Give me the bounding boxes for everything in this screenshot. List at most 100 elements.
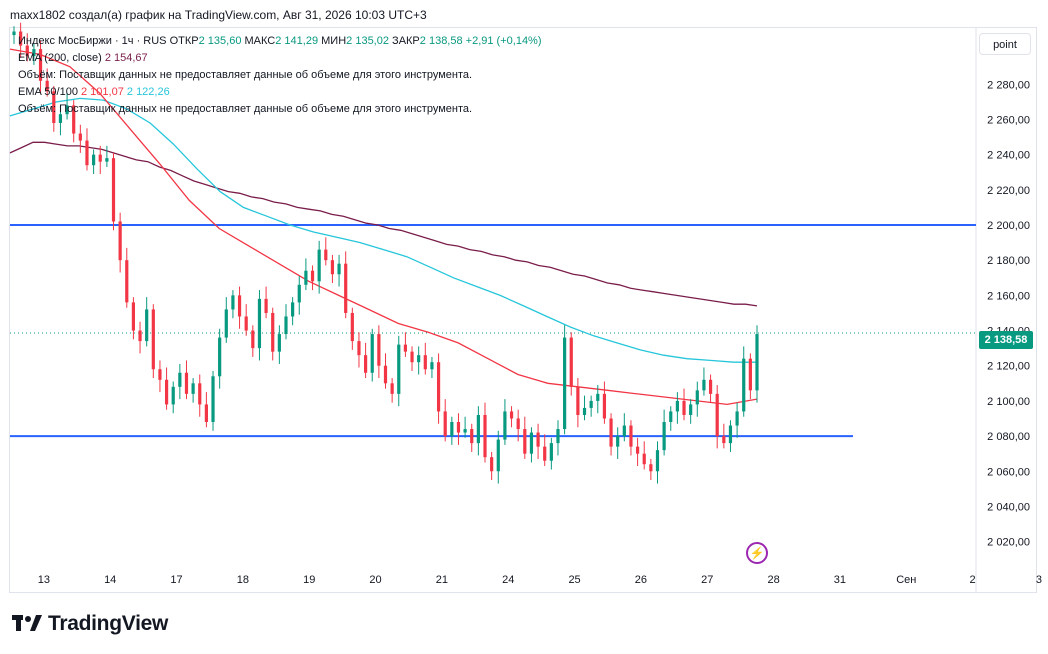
- x-tick-label: 14: [104, 574, 116, 586]
- y-tick-label: 2 080,00: [987, 431, 1030, 443]
- candle-body: [337, 263, 341, 275]
- candle-body: [19, 31, 23, 46]
- candle-body: [297, 284, 301, 303]
- candle-body: [496, 439, 500, 472]
- candle-body: [310, 270, 315, 282]
- candle-body: [735, 411, 739, 426]
- candle-body: [430, 362, 434, 370]
- candle-body: [563, 337, 567, 430]
- legend-ema100-value: 2 122,26: [126, 86, 170, 98]
- candle-body: [131, 302, 136, 331]
- candle-body: [576, 386, 580, 415]
- x-tick-label: 20: [369, 574, 381, 586]
- candle-body: [536, 432, 540, 447]
- legend-volume-note-2: Объём: Поставщик данных не предоставляет…: [18, 103, 473, 115]
- y-tick-label: 2 160,00: [987, 290, 1030, 302]
- candle-body: [629, 425, 633, 447]
- scale-mode-button[interactable]: point: [979, 33, 1031, 55]
- candle-body: [92, 154, 96, 166]
- candle-body: [689, 404, 693, 415]
- candle-body: [490, 457, 494, 472]
- candle-body: [25, 45, 29, 57]
- candle-body: [257, 298, 262, 349]
- x-tick-label: 31: [834, 574, 846, 586]
- legend-ema200-row[interactable]: EMA (200, close) 2 154,67: [18, 52, 148, 64]
- x-tick-label: 25: [568, 574, 580, 586]
- legend-ohlc-row: Индекс МосБиржи · 1ч · RUS ОТКР2 135,60 …: [18, 35, 542, 47]
- y-tick-label: 2 220,00: [987, 185, 1030, 197]
- ema50-line: [9, 48, 758, 406]
- candle-body: [164, 379, 169, 405]
- tradingview-logo-icon: [12, 615, 42, 631]
- y-tick-label: 2 280,00: [987, 79, 1030, 91]
- candle-body: [596, 393, 600, 401]
- candle-body: [178, 372, 182, 387]
- candle-body: [397, 344, 401, 394]
- candle-body: [237, 295, 242, 317]
- legend-volume-note: Объём: Поставщик данных не предоставляет…: [18, 69, 473, 81]
- legend-ema-pair-row[interactable]: EMA 50/100 2 101,07 2 122,26: [18, 86, 170, 98]
- candle-body: [244, 316, 248, 331]
- x-tick-label: 17: [170, 574, 182, 586]
- candle-body: [58, 114, 63, 123]
- candle-body: [224, 309, 228, 338]
- candle-body: [52, 91, 56, 123]
- candle-body: [231, 295, 235, 310]
- candle-body: [582, 407, 587, 415]
- x-tick-label: 18: [237, 574, 249, 586]
- candle-body: [390, 383, 394, 394]
- candle-body: [125, 260, 129, 303]
- candle-body: [264, 298, 268, 313]
- candle-body: [118, 221, 122, 261]
- candle-body: [65, 105, 69, 115]
- candle-body: [218, 337, 222, 377]
- candle-body: [682, 400, 686, 415]
- candle-body: [470, 429, 474, 444]
- tradingview-logo[interactable]: TradingView: [12, 612, 168, 636]
- candle-body: [350, 312, 354, 342]
- candle-body: [410, 351, 414, 363]
- candle-body: [476, 414, 480, 444]
- legend-change: +2,91 (+0,14%): [465, 35, 542, 47]
- legend-symbol[interactable]: Индекс МосБиржи · 1ч · RUS: [18, 35, 167, 47]
- x-tick-label: 26: [635, 574, 647, 586]
- candle-body: [649, 464, 653, 472]
- candle-body: [98, 154, 102, 162]
- candle-body: [211, 376, 215, 423]
- candle-body: [755, 334, 759, 391]
- legend-ema50-value: 2 101,07: [81, 86, 124, 98]
- candle-body: [32, 49, 36, 57]
- candle-body: [748, 358, 752, 391]
- candle-body: [198, 383, 202, 405]
- candle-body: [642, 453, 646, 465]
- candle-body: [722, 436, 726, 444]
- legend-high-label: МАКС: [244, 35, 276, 47]
- candle-body: [271, 312, 275, 352]
- candle-body: [184, 372, 189, 394]
- y-tick-label: 2 260,00: [987, 114, 1030, 126]
- candle-body: [138, 330, 142, 342]
- candle-body: [443, 411, 447, 437]
- candle-body: [151, 309, 155, 370]
- candle-body: [383, 365, 388, 384]
- candle-body: [602, 393, 607, 419]
- x-tick-label: 27: [701, 574, 713, 586]
- candle-body: [715, 393, 719, 437]
- x-tick-label: 13: [38, 574, 50, 586]
- last-price-tag: 2 138,58: [979, 331, 1033, 349]
- legend-open-label: ОТКР: [169, 35, 199, 47]
- candle-body: [191, 383, 195, 394]
- chart-frame[interactable]: [9, 27, 1037, 593]
- chart-caption: maxx1802 создал(а) график на TradingView…: [10, 8, 427, 22]
- x-tick-label: 3: [1036, 574, 1042, 586]
- candle-body: [304, 270, 308, 285]
- candle-body: [171, 386, 175, 405]
- candle-body: [45, 80, 49, 92]
- candle-body: [105, 158, 109, 162]
- candle-body: [662, 422, 666, 451]
- candle-body: [523, 429, 527, 454]
- candle-body: [330, 260, 335, 275]
- lightning-icon[interactable]: ⚡: [746, 542, 768, 564]
- y-tick-label: 2 020,00: [987, 537, 1030, 549]
